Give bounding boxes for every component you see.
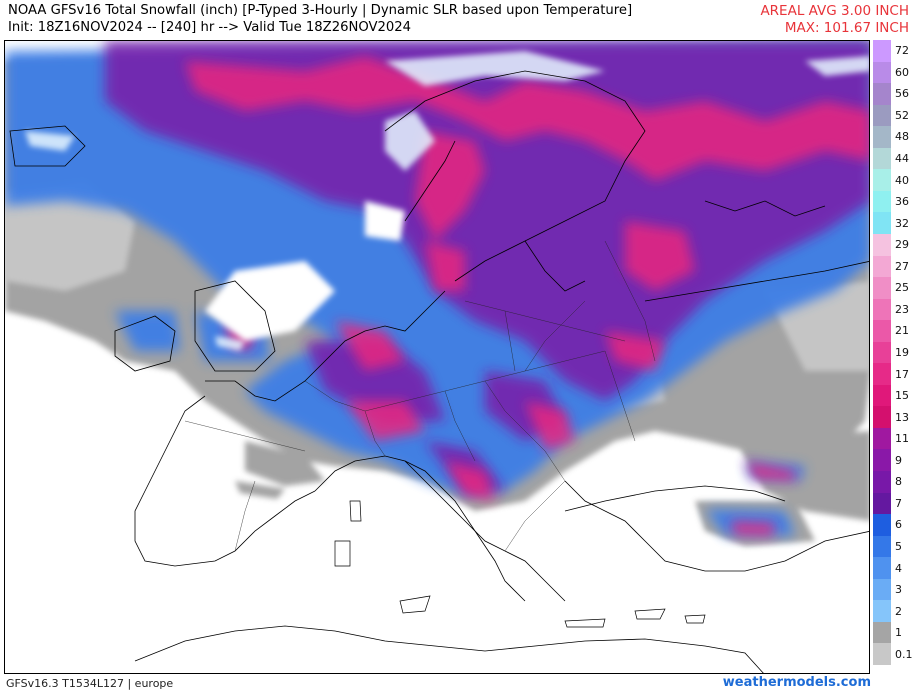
colorbar-label: 4 [895,561,902,575]
colorbar-swatch [873,320,891,343]
colorbar-swatch [873,212,891,235]
coastlines [9,70,869,673]
colorbar-swatch [873,233,891,256]
colorbar-label: 56 [895,87,909,101]
site-link[interactable]: weathermodels.com [722,675,871,690]
colorbar-label: 0.1 [895,647,913,661]
colorbar-label: 17 [895,367,909,381]
colorbar-swatch [873,277,891,300]
colorbar-swatch [873,643,891,666]
max-value-label: MAX: 101.67 INCH [784,20,909,36]
colorbar-label: 1 [895,626,902,640]
colorbar-swatch [873,104,891,127]
colorbar-label: 36 [895,195,909,209]
country-borders [184,240,656,552]
colorbar-swatch [873,126,891,149]
colorbar-label: 3 [895,583,902,597]
islands [334,500,706,628]
colorbar-label: 2 [895,604,902,618]
colorbar-label: 32 [895,216,909,230]
colorbar-swatch [873,578,891,601]
colorbar-swatch [873,621,891,644]
colorbar-label: 15 [895,389,909,403]
snowfall-map [4,40,870,674]
colorbar-swatch [873,384,891,407]
map-title: NOAA GFSv16 Total Snowfall (inch) [P-Typ… [8,3,633,18]
colorbar-swatch [873,471,891,494]
colorbar-swatch [873,557,891,580]
colorbar-swatch [873,298,891,321]
colorbar-swatch [873,190,891,213]
header: NOAA GFSv16 Total Snowfall (inch) [P-Typ… [0,0,923,40]
colorbar-label: 21 [895,324,909,338]
colorbar-label: 6 [895,518,902,532]
colorbar-label: 40 [895,173,909,187]
snowfall-field [5,41,869,546]
colorbar-swatch [873,147,891,170]
colorbar-swatch [873,406,891,429]
colorbar-swatch [873,83,891,106]
colorbar-label: 11 [895,432,909,446]
colorbar-label: 25 [895,281,909,295]
colorbar-swatch [873,255,891,278]
colorbar-swatch [873,61,891,84]
colorbar-label: 60 [895,65,909,79]
colorbar-label: 9 [895,453,902,467]
colorbar-swatch [873,449,891,472]
areal-average-label: AREAL AVG 3.00 INCH [760,3,909,19]
model-info: GFSv16.3 T1534L127 | europe [6,677,174,690]
colorbar-swatch [873,535,891,558]
colorbar-label: 44 [895,152,909,166]
colorbar-swatch [873,427,891,450]
colorbar-label: 29 [895,238,909,252]
colorbar-label: 13 [895,410,909,424]
colorbar-swatch [873,600,891,623]
colorbar-label: 7 [895,496,902,510]
colorbar-label: 52 [895,108,909,122]
colorbar-label: 8 [895,475,902,489]
colorbar-swatch [873,514,891,537]
colorbar-swatch [873,40,891,63]
colorbar-label: 72 [895,44,909,58]
colorbar: 72 60 56 52 48 44 40 36 32 29 27 25 23 21 19 17 15 13 11 9 8… [873,40,923,670]
colorbar-swatch [873,169,891,192]
colorbar-swatch [873,363,891,386]
colorbar-label: 19 [895,346,909,359]
colorbar-label: 5 [895,539,902,553]
colorbar-swatch [873,341,891,364]
colorbar-label: 48 [895,130,909,144]
colorbar-label: 23 [895,302,909,316]
colorbar-swatch [873,492,891,515]
map-canvas [5,41,869,673]
valid-time-subtitle: Init: 18Z16NOV2024 -- [240] hr --> Valid… [8,20,412,35]
colorbar-label: 27 [895,259,909,273]
